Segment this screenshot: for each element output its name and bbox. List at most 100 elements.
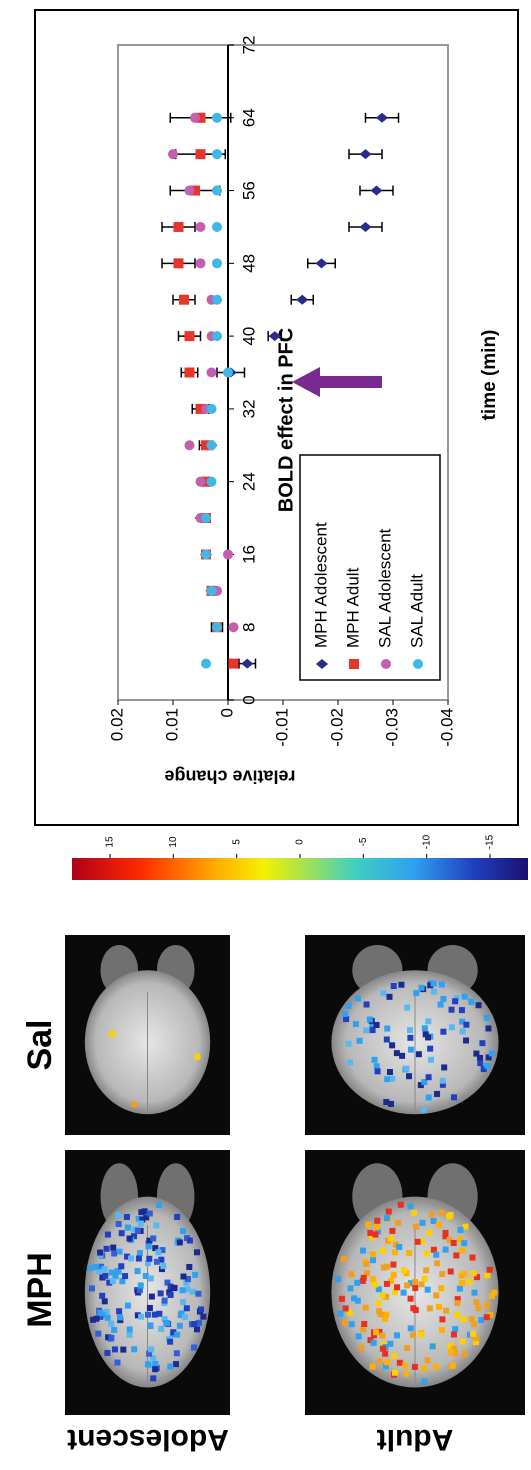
activation-pixel	[471, 1290, 477, 1296]
activation-pixel	[457, 1286, 463, 1292]
activation-pixel	[404, 1005, 410, 1011]
activation-pixel	[468, 999, 474, 1005]
activation-pixel	[153, 1222, 159, 1228]
activation-pixel	[90, 1317, 96, 1323]
activation-pixel	[158, 1326, 164, 1332]
activation-pixel	[429, 1211, 435, 1217]
activation-pixel	[363, 1261, 369, 1267]
activation-pixel	[378, 1311, 384, 1317]
activation-pixel	[434, 1260, 440, 1266]
activation-pixel	[337, 1311, 343, 1317]
data-point	[174, 258, 184, 268]
data-point	[229, 659, 239, 669]
activation-pixel	[152, 1312, 158, 1318]
activation-pixel	[402, 1363, 408, 1369]
activation-pixel	[386, 994, 392, 1000]
activation-pixel	[439, 1210, 445, 1216]
data-point	[185, 368, 195, 378]
activation-pixel	[418, 1331, 424, 1337]
x-tick-label: 64	[239, 108, 258, 127]
activation-pixel	[420, 1220, 426, 1226]
activation-pixel	[372, 1282, 378, 1288]
activation-pixel	[454, 1312, 460, 1318]
activation-pixel	[104, 1246, 110, 1252]
activation-pixel	[127, 1236, 133, 1242]
activation-pixel	[479, 1040, 485, 1046]
activation-pixel	[152, 1366, 158, 1372]
activation-pixel	[156, 1202, 162, 1208]
activation-pixel	[370, 1251, 376, 1257]
activation-pixel	[473, 1299, 479, 1305]
activation-pixel	[451, 1094, 457, 1100]
activation-pixel	[471, 1270, 477, 1276]
activation-pixel	[384, 1037, 390, 1043]
legend-marker	[413, 659, 423, 669]
activation-pixel	[116, 1221, 122, 1227]
activation-pixel	[403, 1371, 409, 1377]
activation-pixel	[401, 1267, 407, 1273]
activation-pixel	[160, 1263, 166, 1269]
activation-pixel	[108, 1321, 114, 1327]
colorbar-tick-label: 10	[168, 836, 179, 848]
activation-pixel	[374, 1022, 380, 1028]
activation-pixel	[147, 1210, 153, 1216]
activation-pixel	[406, 1073, 412, 1079]
activation-pixel	[164, 1320, 170, 1326]
activation-pixel	[346, 1041, 352, 1047]
legend-marker	[381, 659, 391, 669]
activation-pixel	[384, 1359, 390, 1365]
activation-pixel	[168, 1292, 174, 1298]
activation-pixel	[355, 1298, 361, 1304]
activation-pixel	[102, 1273, 108, 1279]
x-tick-label: 16	[239, 545, 258, 564]
activation-pixel	[448, 1212, 454, 1218]
activation-pixel	[104, 1350, 110, 1356]
activation-pixel	[449, 1007, 455, 1013]
activation-pixel	[413, 990, 419, 996]
activation-pixel	[186, 1264, 192, 1270]
activation-pixel	[117, 1314, 123, 1320]
x-axis-label: time (min)	[479, 330, 500, 421]
activation-pixel	[162, 1298, 168, 1304]
activation-pixel	[438, 1002, 444, 1008]
activation-pixel	[425, 1018, 431, 1024]
activation-pixel	[357, 1038, 363, 1044]
activation-pixel	[353, 1021, 359, 1027]
activation-pixel	[460, 1339, 466, 1345]
activation-pixel	[384, 1076, 390, 1082]
activation-pixel	[119, 1230, 125, 1236]
data-point	[201, 659, 211, 669]
activation-pixel	[361, 1275, 367, 1281]
activation-pixel	[108, 1335, 114, 1341]
activation-pixel	[99, 1293, 105, 1299]
activation-pixel	[392, 1370, 398, 1376]
activation-pixel	[452, 998, 458, 1004]
activation-pixel	[364, 1001, 370, 1007]
activation-pixel	[109, 1031, 115, 1037]
activation-pixel	[408, 1047, 414, 1053]
activation-pixel	[454, 1300, 460, 1306]
activation-pixel	[440, 1078, 446, 1084]
activation-pixel	[478, 1317, 484, 1323]
activation-pixel	[423, 1267, 429, 1273]
activation-pixel	[422, 1025, 428, 1031]
activation-pixel	[367, 1230, 373, 1236]
activation-pixel	[391, 983, 397, 989]
activation-pixel	[112, 1346, 118, 1352]
activation-pixel	[386, 1209, 392, 1215]
activation-pixel	[433, 1364, 439, 1370]
x-tick-label: 32	[239, 399, 258, 418]
activation-pixel	[477, 1060, 483, 1066]
activation-pixel	[410, 1332, 416, 1338]
activation-pixel	[436, 1304, 442, 1310]
activation-pixel	[390, 1262, 396, 1268]
activation-pixel	[434, 1091, 440, 1097]
activation-pixel	[469, 1255, 475, 1261]
data-point	[179, 295, 189, 305]
activation-pixel	[461, 1240, 467, 1246]
activation-pixel	[347, 1059, 353, 1065]
activation-pixel	[198, 1306, 204, 1312]
activation-pixel	[114, 1360, 120, 1366]
activation-pixel	[379, 1292, 385, 1298]
activation-pixel	[424, 1250, 430, 1256]
